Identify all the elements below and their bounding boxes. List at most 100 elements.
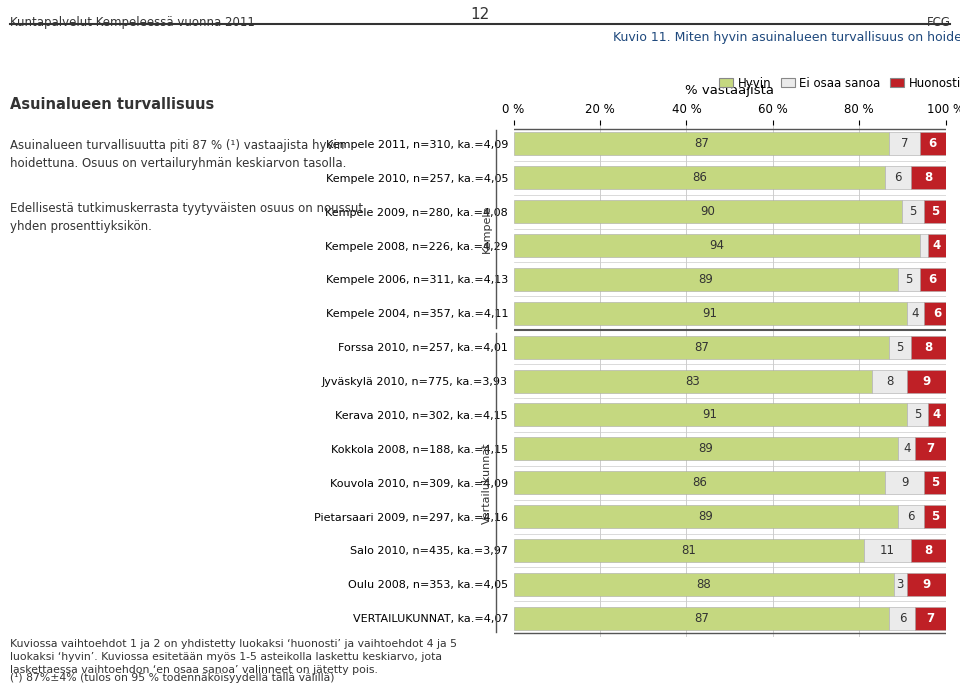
Text: 91: 91 bbox=[703, 307, 718, 319]
Text: 11: 11 bbox=[879, 544, 895, 557]
Text: 8: 8 bbox=[886, 374, 893, 388]
Bar bbox=[906, 302, 924, 325]
Bar bbox=[906, 370, 946, 393]
Text: 6: 6 bbox=[907, 510, 915, 523]
Text: Kuntapalvelut Kempeleessä vuonna 2011: Kuntapalvelut Kempeleessä vuonna 2011 bbox=[10, 16, 254, 29]
Text: 5: 5 bbox=[930, 205, 939, 218]
Text: 3: 3 bbox=[897, 578, 904, 591]
Bar bbox=[864, 539, 911, 562]
Bar bbox=[514, 370, 873, 393]
Text: 8: 8 bbox=[924, 340, 932, 354]
Bar bbox=[514, 268, 899, 291]
Bar bbox=[911, 166, 946, 189]
Legend: Hyvin, Ei osaa sanoa, Huonosti: Hyvin, Ei osaa sanoa, Huonosti bbox=[714, 72, 960, 95]
Bar bbox=[514, 573, 894, 596]
Bar bbox=[889, 132, 920, 155]
Bar bbox=[911, 539, 946, 562]
Bar bbox=[906, 573, 946, 596]
Text: 88: 88 bbox=[696, 578, 711, 591]
Bar bbox=[899, 437, 916, 460]
Text: Kuvio 11. Miten hyvin asuinalueen turvallisuus on hoidettu asuinkunnassa: Kuvio 11. Miten hyvin asuinalueen turval… bbox=[613, 31, 960, 45]
Text: 12: 12 bbox=[470, 7, 490, 22]
Text: 5: 5 bbox=[930, 476, 939, 489]
Text: 89: 89 bbox=[699, 510, 713, 523]
Text: 6: 6 bbox=[928, 273, 937, 286]
Bar bbox=[924, 302, 949, 325]
Text: 5: 5 bbox=[905, 273, 913, 286]
Bar bbox=[514, 200, 902, 223]
Text: 5: 5 bbox=[909, 205, 917, 218]
Text: 91: 91 bbox=[703, 409, 718, 422]
Text: 8: 8 bbox=[924, 171, 932, 184]
Bar bbox=[514, 404, 906, 427]
Text: Vertailukunnat: Vertailukunnat bbox=[482, 442, 492, 523]
Text: 83: 83 bbox=[685, 374, 700, 388]
Text: 7: 7 bbox=[926, 612, 934, 625]
Bar bbox=[920, 234, 928, 257]
Text: Asuinalueen turvallisuus: Asuinalueen turvallisuus bbox=[10, 97, 214, 113]
Bar bbox=[514, 539, 864, 562]
Text: 90: 90 bbox=[701, 205, 715, 218]
Text: 7: 7 bbox=[900, 137, 908, 150]
Bar bbox=[920, 132, 946, 155]
Bar bbox=[928, 404, 946, 427]
Bar bbox=[873, 370, 906, 393]
Text: 9: 9 bbox=[922, 374, 930, 388]
Bar bbox=[514, 166, 885, 189]
Text: FCG: FCG bbox=[926, 16, 950, 29]
Text: 8: 8 bbox=[924, 544, 932, 557]
Bar bbox=[885, 471, 924, 494]
Bar bbox=[514, 471, 885, 494]
Text: 5: 5 bbox=[897, 340, 904, 354]
Text: 86: 86 bbox=[692, 171, 707, 184]
Text: 6: 6 bbox=[933, 307, 941, 319]
Text: 9: 9 bbox=[922, 578, 930, 591]
Bar bbox=[924, 505, 946, 528]
Bar bbox=[902, 200, 924, 223]
Text: 81: 81 bbox=[682, 544, 696, 557]
Text: 4: 4 bbox=[903, 443, 910, 455]
Bar bbox=[899, 268, 920, 291]
Text: 89: 89 bbox=[699, 443, 713, 455]
Text: 6: 6 bbox=[928, 137, 937, 150]
Bar bbox=[916, 607, 946, 630]
Bar bbox=[514, 607, 889, 630]
Text: 4: 4 bbox=[933, 239, 941, 252]
Bar bbox=[924, 200, 946, 223]
Bar bbox=[514, 302, 906, 325]
Text: Kempele: Kempele bbox=[482, 205, 492, 253]
Text: 6: 6 bbox=[895, 171, 901, 184]
Bar bbox=[885, 166, 911, 189]
Text: 89: 89 bbox=[699, 273, 713, 286]
X-axis label: % vastaajista: % vastaajista bbox=[685, 84, 774, 97]
Bar bbox=[899, 505, 924, 528]
Bar bbox=[514, 505, 899, 528]
Bar bbox=[924, 471, 946, 494]
Bar bbox=[911, 335, 946, 358]
Bar bbox=[889, 335, 911, 358]
Text: 94: 94 bbox=[709, 239, 724, 252]
Text: (¹) 87%±4% (tulos on 95 % todennäköisyydellä tällä välillä): (¹) 87%±4% (tulos on 95 % todennäköisyyd… bbox=[10, 674, 334, 683]
Bar bbox=[928, 234, 946, 257]
Text: 87: 87 bbox=[694, 137, 708, 150]
Text: 87: 87 bbox=[694, 340, 708, 354]
Bar bbox=[916, 437, 946, 460]
Bar bbox=[906, 404, 928, 427]
Text: 87: 87 bbox=[694, 612, 708, 625]
Bar bbox=[920, 268, 946, 291]
Text: 5: 5 bbox=[930, 510, 939, 523]
Bar bbox=[889, 607, 916, 630]
Text: 4: 4 bbox=[933, 409, 941, 422]
Text: 7: 7 bbox=[926, 443, 934, 455]
Bar bbox=[514, 234, 920, 257]
Text: Kuviossa vaihtoehdot 1 ja 2 on yhdistetty luokaksi ‘huonosti’ ja vaihtoehdot 4 j: Kuviossa vaihtoehdot 1 ja 2 on yhdistett… bbox=[10, 639, 457, 674]
Text: 4: 4 bbox=[912, 307, 919, 319]
Text: Asuinalueen turvallisuutta piti 87 % (¹) vastaajista hyvin
hoidettuna. Osuus on : Asuinalueen turvallisuutta piti 87 % (¹)… bbox=[10, 139, 346, 171]
Bar bbox=[894, 573, 906, 596]
Bar bbox=[514, 437, 899, 460]
Text: 86: 86 bbox=[692, 476, 707, 489]
Bar bbox=[514, 132, 889, 155]
Text: Edellisestä tutkimuskerrasta tyytyväisten osuus on noussut
yhden prosenttiyksikö: Edellisestä tutkimuskerrasta tyytyväiste… bbox=[10, 202, 363, 233]
Text: 5: 5 bbox=[914, 409, 922, 422]
Text: 9: 9 bbox=[900, 476, 908, 489]
